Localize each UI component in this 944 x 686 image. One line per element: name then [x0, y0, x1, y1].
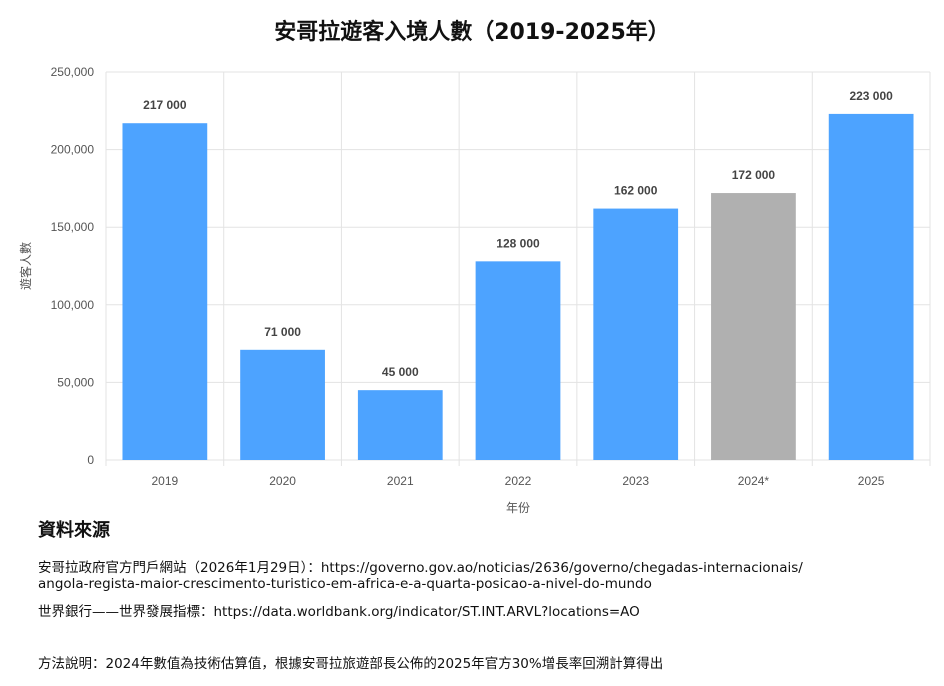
source-2: 世界銀行——世界發展指標：https://data.worldbank.org/…	[38, 604, 640, 620]
x-tick-label: 2024*	[738, 474, 770, 488]
y-tick-label: 0	[87, 453, 94, 467]
y-tick-label: 250,000	[51, 65, 95, 79]
x-tick-label: 2021	[387, 474, 414, 488]
data-label: 71 000	[264, 325, 301, 339]
x-tick-label: 2023	[622, 474, 649, 488]
y-tick-label: 50,000	[57, 375, 94, 389]
data-label: 128 000	[496, 236, 540, 250]
data-label: 45 000	[382, 365, 419, 379]
bar-2023	[593, 208, 679, 460]
y-axis-title: 遊客人數	[18, 242, 33, 290]
bar-2019	[122, 123, 208, 460]
x-tick-label: 2019	[152, 474, 179, 488]
x-tick-label: 2022	[505, 474, 532, 488]
methodology-note: 方法說明：2024年數值為技術估算值，根據安哥拉旅遊部長公佈的2025年官方30…	[38, 656, 664, 672]
bar-2022	[475, 261, 561, 460]
data-label: 217 000	[143, 98, 187, 112]
bar-2020	[240, 349, 325, 460]
data-label: 162 000	[614, 184, 658, 198]
sources-heading: 資料來源	[38, 520, 110, 541]
source-1-line-1: 安哥拉政府官方門戶網站（2026年1月29日）：https://governo.…	[38, 560, 803, 576]
y-tick-label: 150,000	[51, 220, 95, 234]
bar-2025	[828, 113, 914, 461]
bar-chart: 217 000 71 000 45 000 128 000 162 000 172 000…	[18, 65, 931, 515]
source-1-line-2: angola-regista-maior-crescimento-turisti…	[38, 576, 652, 592]
y-tick-label: 200,000	[51, 143, 95, 157]
data-label: 172 000	[732, 168, 776, 182]
x-tick-label: 2020	[269, 474, 296, 488]
x-tick-label: 2025	[858, 474, 885, 488]
y-tick-label: 100,000	[51, 298, 95, 312]
bar-2024*	[711, 193, 796, 460]
x-axis-title: 年份	[506, 501, 530, 515]
data-label: 223 000	[849, 89, 893, 103]
chart-title: 安哥拉遊客入境人數（2019-2025年）	[274, 20, 670, 45]
bar-2021	[357, 390, 443, 460]
